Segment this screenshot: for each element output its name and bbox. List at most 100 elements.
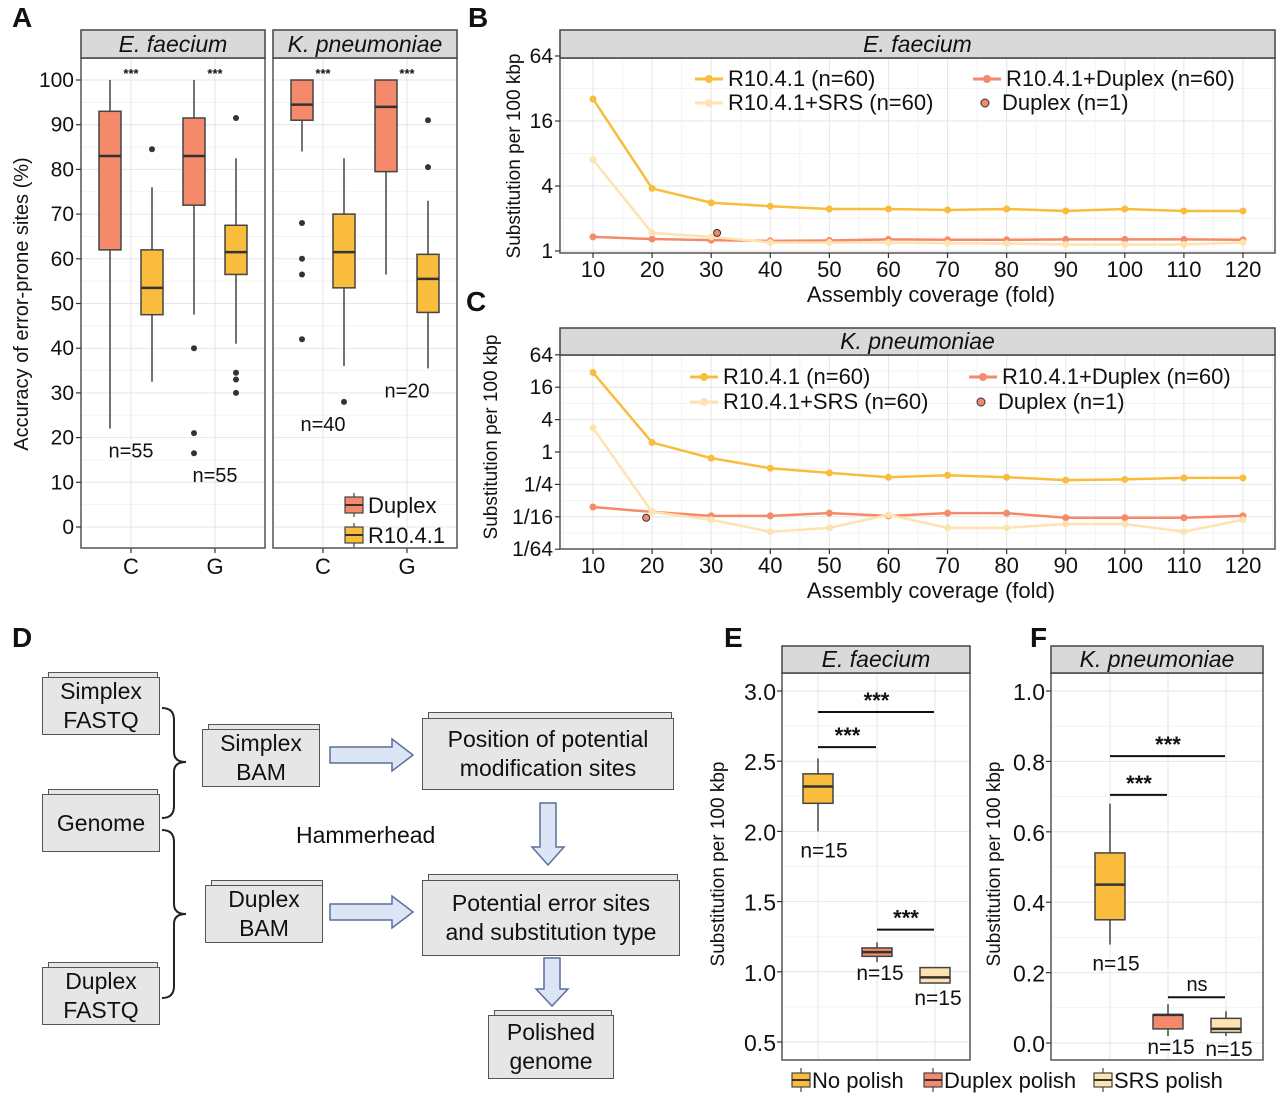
- y-tick-label: 0.8: [1013, 749, 1045, 775]
- panel-label-d: D: [12, 622, 33, 653]
- x-tick-label: 40: [758, 257, 782, 282]
- x-tick-label: 80: [994, 257, 1018, 282]
- y-axis-title: Substitution per 100 kbp: [481, 335, 502, 540]
- y-tick-label: 1/16: [512, 506, 553, 529]
- data-point-srs: [766, 238, 774, 246]
- node-duplex-fastq: Duplex FASTQ: [42, 967, 160, 1025]
- data-point-r1041: [1180, 474, 1188, 482]
- data-point-srs: [707, 516, 715, 524]
- sample-size-label: n=15: [914, 987, 961, 1010]
- facet-title: E. faecium: [863, 31, 972, 57]
- node-label: and substitution type: [445, 919, 657, 945]
- panel-label-b: B: [468, 2, 489, 33]
- x-tick-label: 10: [581, 553, 605, 578]
- y-tick-label: 2.0: [744, 819, 776, 845]
- data-point-srs: [589, 424, 597, 432]
- outlier-point: [191, 430, 197, 437]
- legend-label: Duplex polish: [944, 1068, 1076, 1093]
- y-tick-label: 3.0: [744, 679, 776, 705]
- data-point-r1041: [707, 199, 715, 207]
- data-point-r1041: [1180, 207, 1188, 215]
- y-tick-label: 1/64: [512, 538, 553, 561]
- data-point-srs: [648, 508, 656, 516]
- data-point-r1041: [766, 202, 774, 210]
- x-tick-label: 110: [1166, 257, 1201, 282]
- arrow-right-icon: [329, 737, 415, 773]
- y-axis-title: Substitution per 100 kbp: [984, 762, 1005, 967]
- legend-label: No polish: [812, 1068, 904, 1093]
- data-point-r1041: [589, 369, 597, 377]
- y-tick-label: 60: [51, 248, 74, 271]
- significance-label: ***: [399, 66, 415, 81]
- sample-size-label: n=40: [300, 414, 345, 436]
- x-tick-label: 120: [1225, 257, 1262, 282]
- data-point-r1041: [648, 439, 656, 447]
- brace-bottom-icon: [161, 829, 187, 999]
- facet-title: K. pneumoniae: [1080, 646, 1235, 672]
- series-line-r1041: [592, 371, 1243, 482]
- legend-label: Duplex (n=1): [998, 389, 1125, 414]
- x-tick-label: 40: [758, 553, 782, 578]
- data-point-r1041: [648, 184, 656, 192]
- data-point-srs: [766, 528, 774, 536]
- data-point-r1041: [944, 206, 952, 214]
- panel-label-a: A: [12, 2, 33, 33]
- node-label: Simplex: [220, 730, 302, 756]
- x-tick-label: 20: [640, 553, 664, 578]
- sample-size-label: n=55: [108, 441, 153, 463]
- panel-label-c: C: [466, 286, 487, 317]
- data-point-r1041: [884, 473, 892, 481]
- data-point-r1041: [825, 205, 833, 213]
- x-tick-label: 10: [581, 257, 605, 282]
- legend-label: Duplex: [368, 493, 436, 518]
- y-tick-label: 0.4: [1013, 890, 1045, 916]
- box-duplex: [182, 117, 206, 206]
- node-label: Simplex: [60, 678, 142, 704]
- outlier-point: [233, 389, 239, 396]
- data-point-duplex: [1062, 235, 1070, 243]
- box-r1041: [416, 253, 440, 314]
- facet-strip: [80, 29, 266, 59]
- y-tick-label: 1/4: [524, 473, 554, 496]
- data-point-srs: [1062, 240, 1070, 248]
- legend-marker-r1041: [700, 373, 708, 381]
- facet-strip: [272, 29, 458, 59]
- outlier-point: [233, 114, 239, 121]
- legend-marker-duplex: [979, 373, 987, 381]
- box-duplex: [374, 79, 398, 173]
- node-label: FASTQ: [63, 997, 139, 1023]
- outlier-point: [233, 369, 239, 376]
- data-point-r1041: [1003, 473, 1011, 481]
- data-point-duplex: [589, 233, 597, 241]
- data-point-srs: [1239, 238, 1247, 246]
- node-label: Genome: [56, 809, 146, 836]
- y-tick-label: 20: [51, 427, 74, 450]
- y-tick-label: 0.2: [1013, 961, 1045, 987]
- y-tick-label: 64: [530, 45, 554, 68]
- arrow-right-icon: [329, 894, 415, 930]
- data-point-duplex: [648, 235, 656, 243]
- node-label: Position of potential: [447, 726, 649, 752]
- y-tick-label: 4: [541, 409, 553, 432]
- node-label: BAM: [236, 759, 286, 785]
- significance-label: ***: [123, 66, 139, 81]
- sample-size-label: n=15: [1147, 1036, 1194, 1059]
- data-point-r1041: [1239, 207, 1247, 215]
- legend-marker-srs: [700, 398, 708, 406]
- box-r1041: [224, 224, 248, 276]
- box-srs: [919, 966, 951, 984]
- data-point-r1041: [884, 205, 892, 213]
- y-tick-label: 16: [530, 376, 553, 399]
- data-point-srs: [825, 238, 833, 246]
- duplex-single-point: [713, 228, 722, 237]
- facet-strip: [559, 327, 1276, 356]
- data-point-r1041: [707, 454, 715, 462]
- y-tick-label: 16: [530, 110, 553, 133]
- y-tick-label: 2.5: [744, 749, 776, 775]
- y-tick-label: 0.0: [1013, 1031, 1045, 1057]
- data-point-srs: [1121, 240, 1129, 248]
- x-axis-title: Assembly coverage (fold): [807, 282, 1055, 307]
- series-line-srs: [591, 427, 1244, 533]
